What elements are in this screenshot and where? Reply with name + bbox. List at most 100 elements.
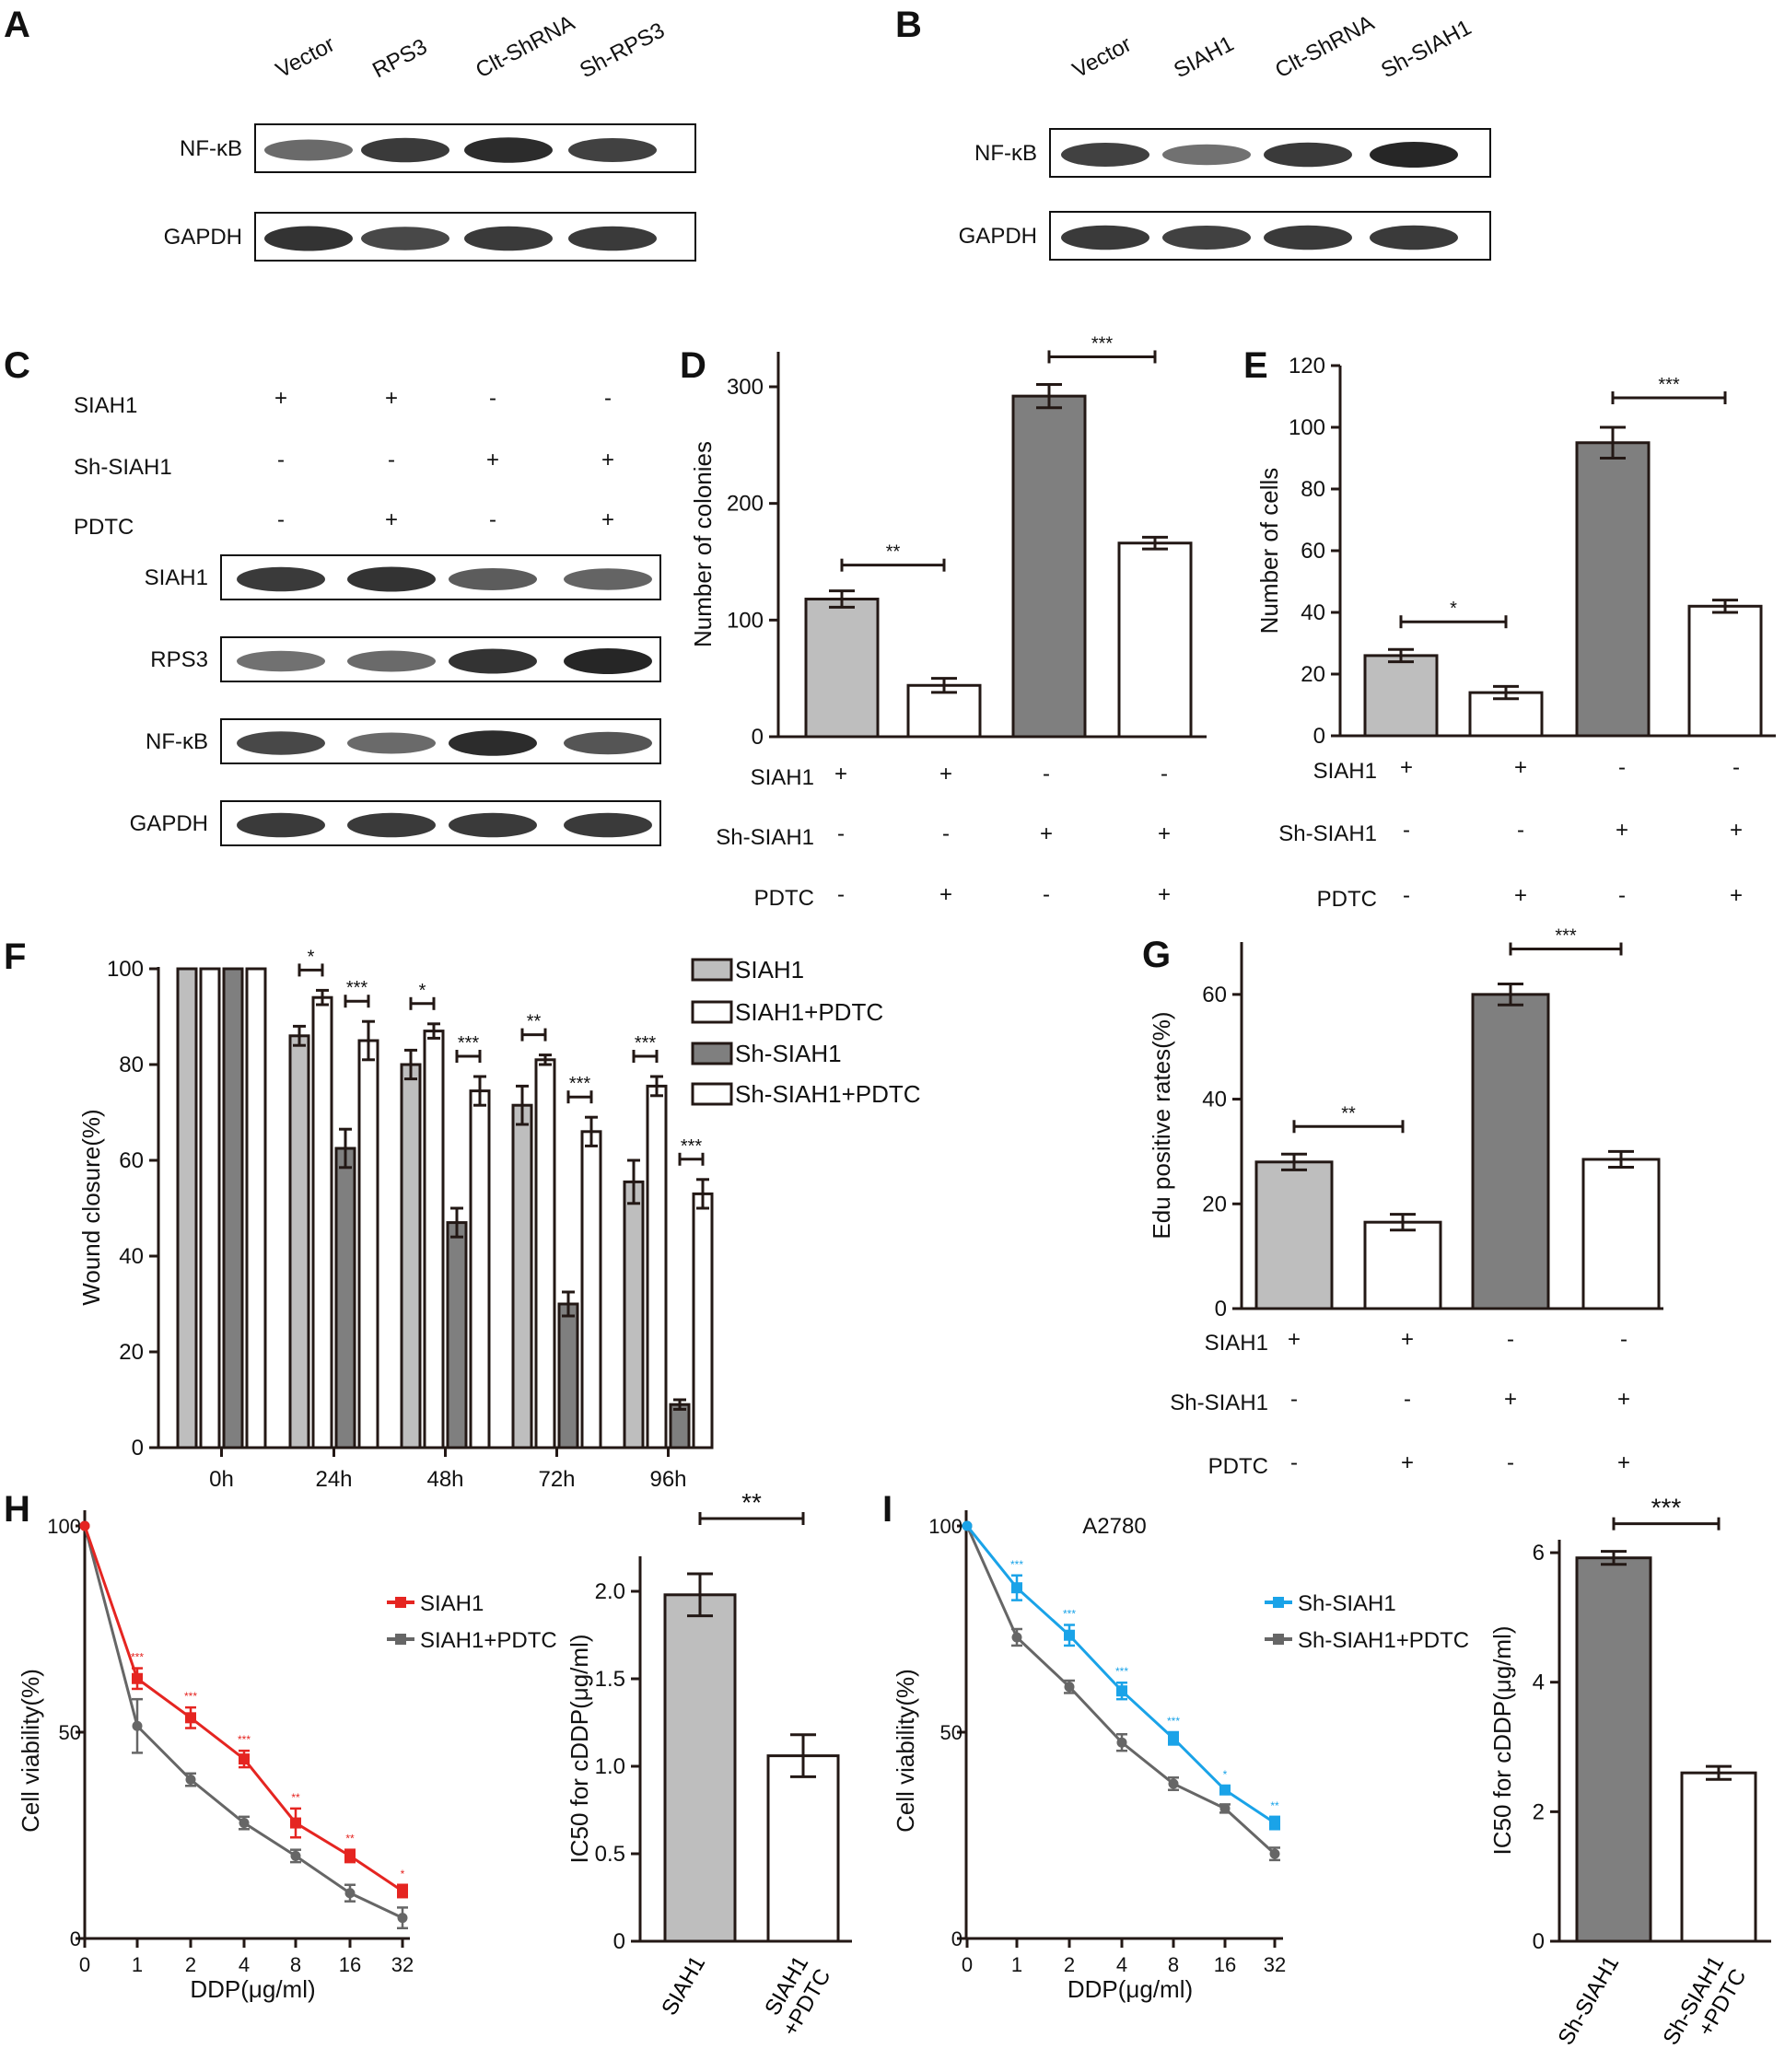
data-point xyxy=(239,1753,250,1765)
data-point xyxy=(1219,1803,1231,1814)
condition-mark: - xyxy=(1290,1387,1298,1412)
lane-label: RPS3 xyxy=(368,34,431,83)
protein-band xyxy=(564,568,652,590)
x-tick-label: 96h xyxy=(649,1467,686,1492)
protein-band xyxy=(347,566,436,592)
x-tick-label: 0 xyxy=(962,1953,973,1976)
significance-bracket-label: * xyxy=(419,981,426,1001)
legend-label: SIAH1+PDTC xyxy=(420,1628,557,1653)
protein-band xyxy=(1061,225,1149,250)
legend-marker xyxy=(395,1634,406,1645)
protein-band xyxy=(237,731,325,755)
point-star: ** xyxy=(345,1833,355,1845)
panel-h-line-chart: H 0 50 100 0 1 2 4 8 16 32 DDP(μg/ml) Cell viability… xyxy=(4,1489,557,2003)
legend-label: Sh-SIAH1 xyxy=(735,1040,842,1067)
significance-bracket-label: *** xyxy=(681,1136,703,1157)
protein-band xyxy=(564,812,652,838)
point-star: *** xyxy=(1063,1608,1076,1621)
lane-label: Sh-SIAH1 xyxy=(1377,15,1476,83)
x-tick-label: 1 xyxy=(132,1953,143,1976)
legend-label: Sh-SIAH1+PDTC xyxy=(735,1080,921,1108)
condition-mark: - xyxy=(1732,755,1740,780)
x-tick-label: 72h xyxy=(538,1467,575,1492)
category-label: Sh-SIAH1 xyxy=(1553,1952,1624,2050)
y-axis-label: Number of cells xyxy=(1255,468,1283,634)
condition-mark: - xyxy=(1290,1450,1298,1475)
condition-mark: - xyxy=(1403,818,1410,843)
bar xyxy=(511,1103,533,1449)
y-tick-label: 40 xyxy=(1301,600,1325,625)
y-tick-label: 60 xyxy=(1202,983,1227,1007)
point-star: * xyxy=(1223,1768,1228,1781)
significance-bracket-label: *** xyxy=(1555,925,1577,946)
y-tick-label: 2 xyxy=(1533,1799,1545,1824)
data-point xyxy=(185,1775,196,1786)
significance-bracket-label: *** xyxy=(458,1033,480,1053)
y-axis-label: Cell viability(%) xyxy=(892,1669,919,1833)
bar xyxy=(1254,1160,1334,1310)
bar xyxy=(469,1089,491,1449)
significance-bracket-label: ** xyxy=(741,1488,762,1517)
y-tick-label: 100 xyxy=(107,957,144,982)
data-point xyxy=(1168,1732,1179,1744)
band-label: NF-κB xyxy=(146,729,208,754)
condition-mark: + xyxy=(1401,1450,1414,1475)
y-tick-label: 100 xyxy=(47,1515,81,1538)
x-tick-label: 48h xyxy=(426,1467,463,1492)
bar xyxy=(1117,541,1193,739)
data-point xyxy=(1269,1817,1280,1829)
y-tick-label: 1.5 xyxy=(595,1667,625,1692)
x-tick-label: 24h xyxy=(315,1467,352,1492)
band-label: SIAH1 xyxy=(145,565,208,590)
protein-band xyxy=(347,732,436,754)
condition-mark: - xyxy=(277,448,285,472)
x-tick-label: 2 xyxy=(185,1953,196,1976)
bar xyxy=(534,1058,556,1449)
bar xyxy=(1680,1771,1757,1943)
y-tick-label: 40 xyxy=(119,1244,144,1269)
bar xyxy=(663,1593,737,1943)
condition-mark: - xyxy=(388,448,395,472)
band-label: GAPDH xyxy=(164,225,242,250)
significance-bracket-label: * xyxy=(308,947,315,967)
x-axis-label: DDP(μg/ml) xyxy=(1068,1975,1193,2003)
y-tick-label: 0 xyxy=(613,1929,625,1954)
bar xyxy=(334,1147,356,1449)
panel-c: C SIAH1 + + - - Sh-SIAH1 - - + + PDTC - + - + xyxy=(4,345,614,540)
panel-f-chart: F 0 20 40 60 80 100 Wound closure(%) 0h 24h 48h 72h… xyxy=(4,937,921,1492)
condition-mark: + xyxy=(385,386,398,411)
x-tick-label: 32 xyxy=(391,1953,414,1976)
protein-band xyxy=(568,226,657,251)
condition-mark: - xyxy=(604,386,612,411)
significance-bracket-label: ** xyxy=(1341,1103,1356,1123)
point-star: *** xyxy=(1167,1715,1180,1728)
x-tick-label: 8 xyxy=(290,1953,301,1976)
data-point xyxy=(1011,1582,1022,1594)
condition-mark: + xyxy=(1730,883,1743,908)
data-point xyxy=(344,1888,356,1899)
condition-mark: - xyxy=(277,507,285,532)
band-label: NF-κB xyxy=(974,141,1037,166)
panel-letter: G xyxy=(1142,935,1171,975)
data-point xyxy=(1011,1632,1022,1643)
bar xyxy=(557,1302,579,1449)
condition-mark: - xyxy=(1404,1387,1411,1412)
protein-band xyxy=(1162,226,1251,250)
condition-mark: + xyxy=(1158,821,1171,846)
protein-band xyxy=(347,812,436,838)
protein-band xyxy=(464,226,553,251)
panel-h-chart: 0 0.5 1.0 1.5 2.0 IC50 for cDDP(μg/ml) ** SIAH1… xyxy=(566,1488,852,2041)
protein-band xyxy=(464,137,553,163)
legend-swatch xyxy=(691,958,733,982)
condition-mark: - xyxy=(942,821,950,846)
x-tick-label: 16 xyxy=(339,1953,361,1976)
legend-marker xyxy=(395,1597,406,1608)
panel-letter: H xyxy=(4,1489,30,1530)
legend-marker xyxy=(1273,1634,1284,1645)
y-tick-label: 80 xyxy=(119,1053,144,1077)
condition-mark: + xyxy=(939,762,952,786)
